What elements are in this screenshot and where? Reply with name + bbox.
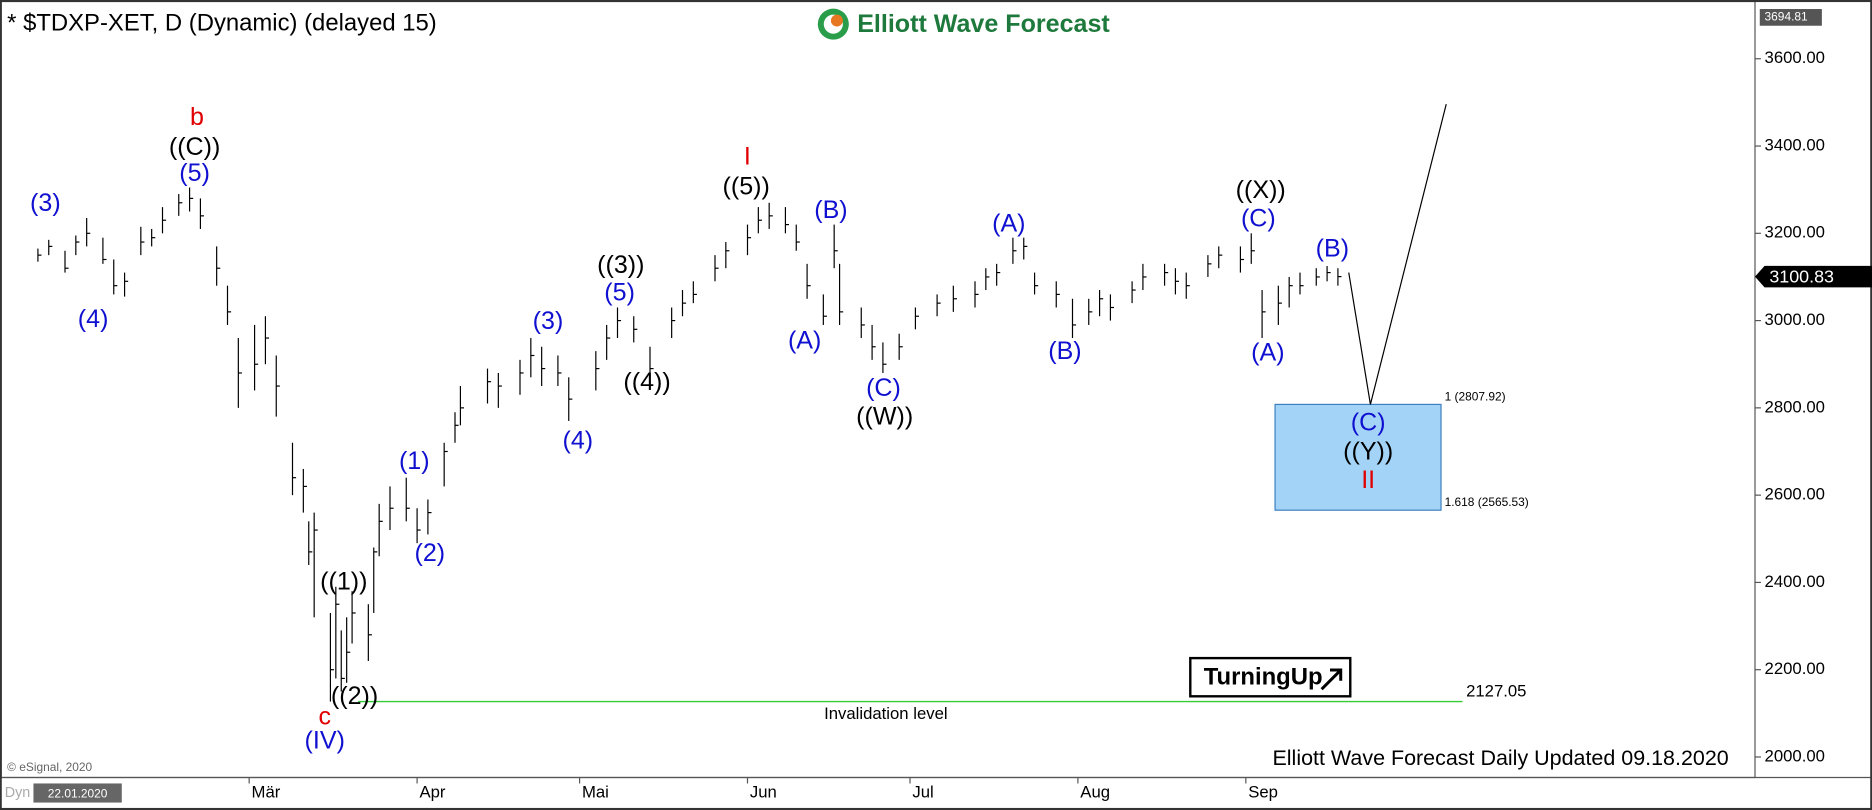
wave-label: ((X)) (1236, 176, 1286, 204)
y-tick-label: 3600.00 (1765, 48, 1825, 67)
wave-label: (B) (814, 196, 847, 224)
badge: TurningUp (1204, 664, 1323, 691)
wave-label: (B) (1048, 337, 1081, 365)
x-tick-label: Jul (912, 782, 933, 801)
wave-label: (5) (179, 159, 210, 187)
x-tick-label: Aug (1080, 782, 1110, 801)
copyright: © eSignal, 2020 (7, 760, 92, 774)
footer: Elliott Wave Forecast Daily Updated 09.1… (1272, 746, 1728, 770)
wave-label: (B) (1316, 234, 1349, 262)
y-tick-label: 3200.00 (1765, 223, 1825, 242)
wave-label: b (190, 103, 204, 131)
wave-label: (C) (1241, 205, 1276, 233)
badge-box (1189, 656, 1352, 698)
wave-label: (4) (78, 305, 109, 333)
badge-icon (1320, 668, 1343, 691)
wave-label: II (1361, 466, 1375, 494)
invalidation-label: Invalidation level (824, 704, 948, 723)
y-tick-label: 2800.00 (1765, 397, 1825, 416)
fib-label: 1.618 (2565.53) (1445, 495, 1529, 509)
wave-label: ((C)) (169, 133, 220, 161)
last-price: 3100.83 (1769, 267, 1834, 287)
start-label: 22.01.2020 (48, 786, 108, 800)
wave-label: (4) (563, 427, 594, 455)
wave-label: ((3)) (597, 251, 644, 279)
wave-label: ((2)) (331, 682, 378, 710)
last-price-box (1755, 265, 1872, 288)
logo-icon (830, 14, 843, 27)
wave-label: (A) (788, 326, 821, 354)
y-tick-label: 2200.00 (1765, 659, 1825, 678)
x-tick-label: Apr (419, 782, 445, 801)
wave-label: (IV) (305, 726, 345, 754)
logo-text: Elliott Wave Forecast (857, 10, 1110, 38)
y-tick-label: 2400.00 (1765, 572, 1825, 591)
y-tick-label: 2000.00 (1765, 746, 1825, 765)
fib-label: 1 (2807.92) (1445, 389, 1506, 403)
wave-label: (A) (1251, 338, 1284, 366)
wave-label: (3) (533, 307, 564, 335)
y-tick-label: 3000.00 (1765, 310, 1825, 329)
chart-title: * $TDXP-XET, D (Dynamic) (delayed 15) (7, 9, 437, 36)
x-tick-label: Mai (582, 782, 609, 801)
projection-line (1348, 103, 1447, 405)
x-tick-label: Sep (1248, 782, 1278, 801)
wave-label: c (318, 702, 331, 730)
corner-label: Dyn (5, 785, 30, 801)
x-tick-label: Jun (750, 782, 777, 801)
wave-label: (C) (866, 374, 901, 402)
wave-label: (3) (30, 189, 61, 217)
wave-label: ((4)) (623, 368, 670, 396)
wave-label: (1) (399, 447, 430, 475)
wave-label: ((Y)) (1343, 437, 1393, 465)
wave-label: (5) (604, 279, 635, 307)
wave-label: I (744, 142, 751, 170)
wave-label: (2) (414, 539, 445, 567)
wave-label: ((1)) (320, 568, 367, 596)
invalidation-value: 2127.05 (1466, 681, 1526, 700)
wave-label: ((5)) (723, 172, 770, 200)
y-tick-label: 2600.00 (1765, 485, 1825, 504)
price-marker-box (1759, 9, 1822, 26)
wave-label: (A) (992, 209, 1025, 237)
start-label-box (33, 783, 122, 803)
fib-zone (1274, 403, 1442, 511)
y-tick-label: 3400.00 (1765, 135, 1825, 154)
x-tick-label: Mär (252, 782, 281, 801)
price-marker: 3694.81 (1765, 10, 1808, 24)
wave-label: (C) (1351, 409, 1386, 437)
wave-label: ((W)) (856, 403, 913, 431)
logo: Elliott Wave Forecast (817, 8, 1110, 40)
